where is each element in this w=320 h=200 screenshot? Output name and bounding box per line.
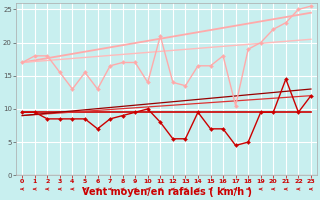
X-axis label: Vent moyen/en rafales ( km/h ): Vent moyen/en rafales ( km/h ) xyxy=(82,187,252,197)
